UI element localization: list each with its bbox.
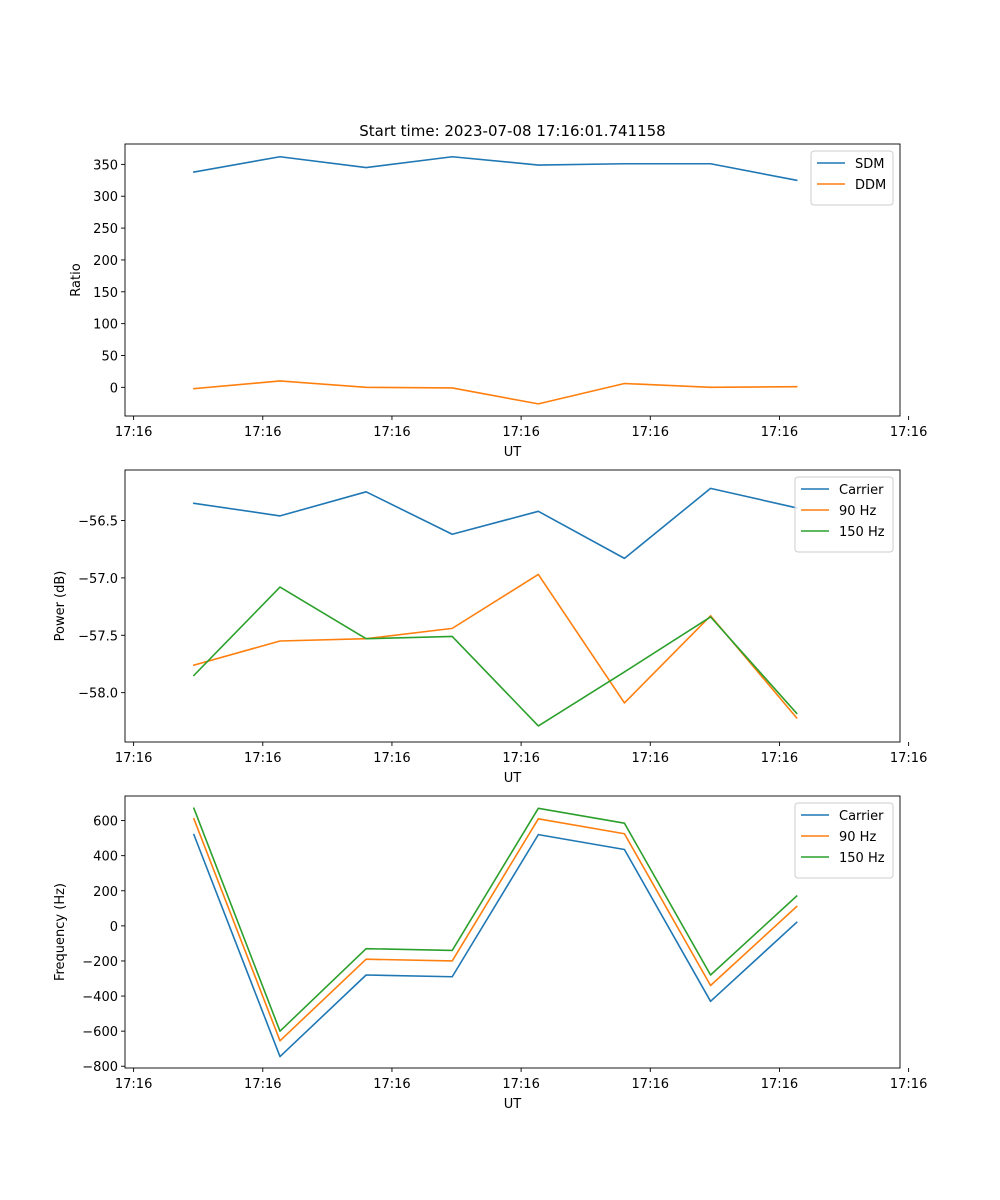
chart-title: Start time: 2023-07-08 17:16:01.741158 (359, 122, 665, 140)
x-tick-label: 17:16 (890, 751, 927, 766)
y-tick-label: −56.5 (78, 514, 118, 529)
x-tick-label: 17:16 (632, 751, 669, 766)
x-tick-label: 17:16 (244, 425, 281, 440)
y-tick-label: 0 (110, 381, 118, 396)
legend-box (810, 150, 894, 206)
y-axis-label: Frequency (Hz) (53, 883, 68, 981)
y-tick-label: 150 (93, 286, 118, 301)
legend-label-sdm: SDM (855, 157, 884, 172)
x-tick-label: 17:16 (632, 425, 669, 440)
y-tick-label: −800 (82, 1060, 118, 1075)
legend-label-carrier: Carrier (839, 809, 884, 824)
series-line-150-hz (192, 807, 798, 1032)
y-axis-label: Ratio (69, 263, 84, 296)
y-tick-label: −200 (82, 955, 118, 970)
y-tick-label: −58.0 (78, 687, 118, 702)
y-tick-label: −400 (82, 990, 118, 1005)
chart-panel-1: 17:16 17:16 17:16 17:16 17:16 17:16 17:16 0 50 10… (69, 122, 927, 460)
x-axis-label: UT (504, 1097, 522, 1112)
x-tick-label: 17:16 (890, 425, 927, 440)
legend-label-150-hz: 150 Hz (839, 851, 885, 866)
x-tick-label: 17:16 (115, 425, 152, 440)
series-line-sdm (192, 155, 798, 182)
x-tick-label: 17:16 (502, 1077, 539, 1092)
y-tick-label: 200 (93, 254, 118, 269)
x-tick-label: 17:16 (761, 751, 798, 766)
x-tick-label: 17:16 (373, 425, 410, 440)
x-tick-label: 17:16 (761, 1077, 798, 1092)
series-line-ddm (193, 380, 798, 405)
y-tick-label: −57.0 (78, 572, 118, 587)
x-tick-label: 17:16 (890, 1077, 927, 1092)
x-tick-label: 17:16 (761, 425, 798, 440)
y-tick-label: 300 (93, 190, 118, 205)
legend-label-150-hz: 150 Hz (839, 525, 885, 540)
y-tick-label: −57.5 (78, 629, 118, 644)
y-tick-label: −600 (82, 1025, 118, 1040)
series-line-90-hz (192, 573, 798, 720)
y-tick-label: 350 (93, 158, 118, 173)
x-tick-label: 17:16 (115, 751, 152, 766)
legend-label-90-hz: 90 Hz (839, 830, 876, 845)
x-tick-label: 17:16 (502, 425, 539, 440)
legend-label-90-hz: 90 Hz (839, 504, 876, 519)
chart-panel-2: 17:16 17:16 17:16 17:16 17:16 17:16 17:16 −58.0… (53, 469, 927, 786)
x-axis-label: UT (504, 771, 522, 786)
y-tick-label: 100 (93, 318, 118, 333)
y-tick-label: 250 (93, 222, 118, 237)
legend-label-carrier: Carrier (839, 483, 884, 498)
x-tick-label: 17:16 (115, 1077, 152, 1092)
axes-frame (124, 469, 901, 743)
series-line-90-hz (192, 817, 798, 1042)
y-tick-label: 200 (93, 885, 118, 900)
legend: Carrier 90 Hz 150 Hz (794, 802, 894, 879)
x-axis-label: UT (504, 445, 522, 460)
x-tick-label: 17:16 (632, 1077, 669, 1092)
legend-box (794, 802, 894, 879)
x-tick-label: 17:16 (502, 751, 539, 766)
chart-panel-3: 17:16 17:16 17:16 17:16 17:16 17:16 17:16 −800 −… (53, 795, 927, 1112)
x-tick-label: 17:16 (244, 751, 281, 766)
y-tick-label: 0 (110, 920, 118, 935)
x-tick-label: 17:16 (373, 1077, 410, 1092)
axes-frame (124, 143, 901, 417)
x-tick-label: 17:16 (244, 1077, 281, 1092)
axes-frame (124, 795, 901, 1069)
legend-label-ddm: DDM (855, 178, 886, 193)
y-tick-label: 50 (101, 349, 118, 364)
series-line-carrier (192, 487, 798, 560)
y-axis-label: Power (dB) (53, 571, 68, 642)
legend: SDM DDM (810, 150, 894, 206)
series-line-carrier (192, 833, 798, 1058)
legend-box (794, 476, 894, 553)
legend: Carrier 90 Hz 150 Hz (794, 476, 894, 553)
series-line-150-hz (192, 586, 798, 727)
x-tick-label: 17:16 (373, 751, 410, 766)
y-tick-label: 400 (93, 850, 118, 865)
y-tick-label: 600 (93, 815, 118, 830)
